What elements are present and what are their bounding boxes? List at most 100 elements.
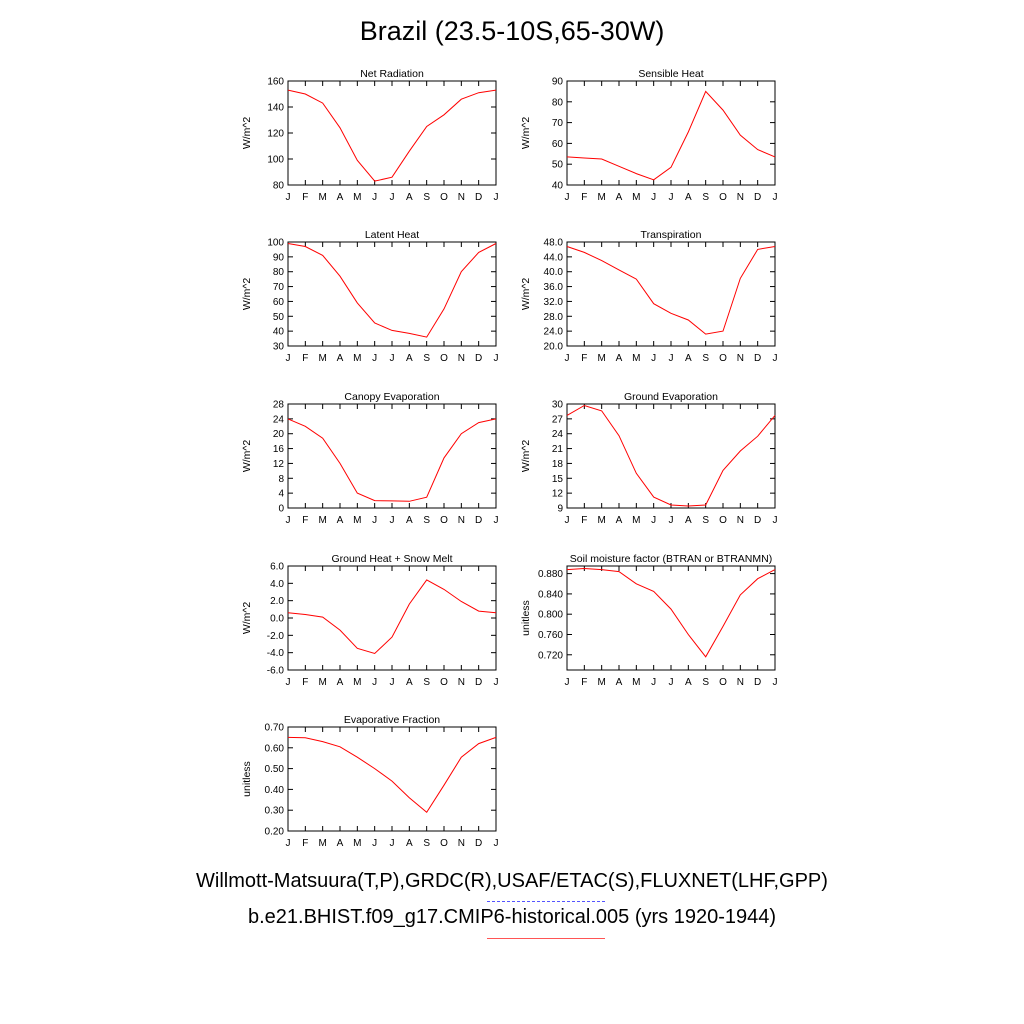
y-tick-label: 0.70 xyxy=(265,723,285,734)
x-tick-label: J xyxy=(494,515,499,526)
x-tick-label: J xyxy=(372,838,377,849)
x-tick-label: F xyxy=(302,515,308,526)
x-tick-label: J xyxy=(773,677,778,688)
y-tick-label: 36.0 xyxy=(544,282,564,293)
x-tick-label: M xyxy=(318,515,326,526)
x-tick-label: J xyxy=(565,192,570,203)
x-tick-label: J xyxy=(286,353,291,364)
x-tick-label: A xyxy=(685,192,692,203)
y-tick-label: 4 xyxy=(278,489,284,500)
x-tick-label: M xyxy=(353,192,361,203)
x-tick-label: A xyxy=(616,353,623,364)
x-tick-label: D xyxy=(754,515,761,526)
x-tick-label: J xyxy=(669,677,674,688)
x-tick-label: A xyxy=(337,353,344,364)
plot-frame xyxy=(566,80,776,186)
series-line xyxy=(287,579,497,655)
plot-frame xyxy=(287,565,497,671)
x-tick-label: S xyxy=(423,838,430,849)
y-tick-label: 90 xyxy=(273,252,285,263)
x-tick-label: M xyxy=(353,353,361,364)
y-tick-label: 40 xyxy=(273,327,285,338)
panel-title: Soil moisture factor (BTRAN or BTRANMN) xyxy=(570,553,772,565)
x-tick-label: J xyxy=(651,515,656,526)
x-tick-label: J xyxy=(773,192,778,203)
plot-frame xyxy=(566,403,776,509)
panel-title: Ground Evaporation xyxy=(624,391,718,403)
series-line xyxy=(566,246,776,335)
x-tick-label: A xyxy=(685,353,692,364)
x-tick-label: O xyxy=(719,192,727,203)
y-tick-label: 0.800 xyxy=(538,610,563,621)
y-tick-label: 12 xyxy=(273,459,285,470)
x-tick-label: F xyxy=(581,677,587,688)
x-tick-label: F xyxy=(581,192,587,203)
x-tick-label: M xyxy=(632,677,640,688)
y-axis-label: W/m^2 xyxy=(241,278,253,311)
x-tick-label: O xyxy=(440,838,448,849)
y-tick-label: 8 xyxy=(278,474,284,485)
panel-title: Sensible Heat xyxy=(638,68,703,80)
x-tick-label: A xyxy=(616,515,623,526)
y-tick-label: 0.840 xyxy=(538,589,563,600)
x-tick-label: A xyxy=(406,677,413,688)
x-tick-label: A xyxy=(616,192,623,203)
y-tick-label: 27 xyxy=(552,414,564,425)
x-tick-label: F xyxy=(302,838,308,849)
x-tick-label: M xyxy=(318,838,326,849)
x-tick-label: J xyxy=(390,192,395,203)
y-axis-label: W/m^2 xyxy=(520,278,532,311)
x-tick-label: M xyxy=(318,192,326,203)
y-tick-label: 100 xyxy=(267,238,284,249)
x-tick-label: M xyxy=(597,192,605,203)
x-tick-label: S xyxy=(702,677,709,688)
x-tick-label: A xyxy=(685,515,692,526)
y-tick-label: 6.0 xyxy=(270,562,284,573)
y-tick-label: 0.30 xyxy=(265,806,285,817)
series-line xyxy=(566,567,776,658)
x-tick-label: M xyxy=(353,677,361,688)
x-tick-label: D xyxy=(754,677,761,688)
y-tick-label: 9 xyxy=(557,504,563,515)
y-tick-label: 18 xyxy=(552,459,564,470)
y-tick-label: 0.50 xyxy=(265,764,285,775)
legend-observed-label: Willmott-Matsuura(T,P),GRDC(R),USAF/ETAC… xyxy=(196,870,828,892)
y-axis-label: W/m^2 xyxy=(241,440,253,473)
y-tick-label: 24 xyxy=(552,429,564,440)
series-line xyxy=(287,243,497,338)
panel-title: Ground Heat + Snow Melt xyxy=(331,553,452,565)
x-tick-label: J xyxy=(494,838,499,849)
x-tick-label: J xyxy=(651,677,656,688)
x-tick-label: J xyxy=(372,353,377,364)
y-axis-label: W/m^2 xyxy=(520,440,532,473)
legend-model-swatch xyxy=(487,938,605,939)
y-tick-label: 120 xyxy=(267,129,284,140)
panel-title: Evaporative Fraction xyxy=(344,714,440,726)
plot-frame xyxy=(287,80,497,186)
x-tick-label: J xyxy=(669,192,674,203)
x-tick-label: D xyxy=(475,677,482,688)
x-tick-label: M xyxy=(632,192,640,203)
y-tick-label: 24 xyxy=(273,414,285,425)
x-tick-label: N xyxy=(737,677,744,688)
x-tick-label: J xyxy=(494,353,499,364)
x-tick-label: J xyxy=(286,515,291,526)
x-tick-label: J xyxy=(286,677,291,688)
series-line xyxy=(287,736,497,814)
x-tick-label: J xyxy=(651,353,656,364)
y-tick-label: 50 xyxy=(552,160,564,171)
x-tick-label: J xyxy=(565,353,570,364)
legend-model-label: b.e21.BHIST.f09_g17.CMIP6-historical.005… xyxy=(247,906,777,928)
x-tick-label: S xyxy=(702,515,709,526)
y-tick-label: 28 xyxy=(273,400,285,411)
x-tick-label: N xyxy=(458,838,465,849)
x-tick-label: D xyxy=(475,192,482,203)
x-tick-label: J xyxy=(286,838,291,849)
x-tick-label: M xyxy=(632,515,640,526)
x-tick-label: M xyxy=(597,353,605,364)
